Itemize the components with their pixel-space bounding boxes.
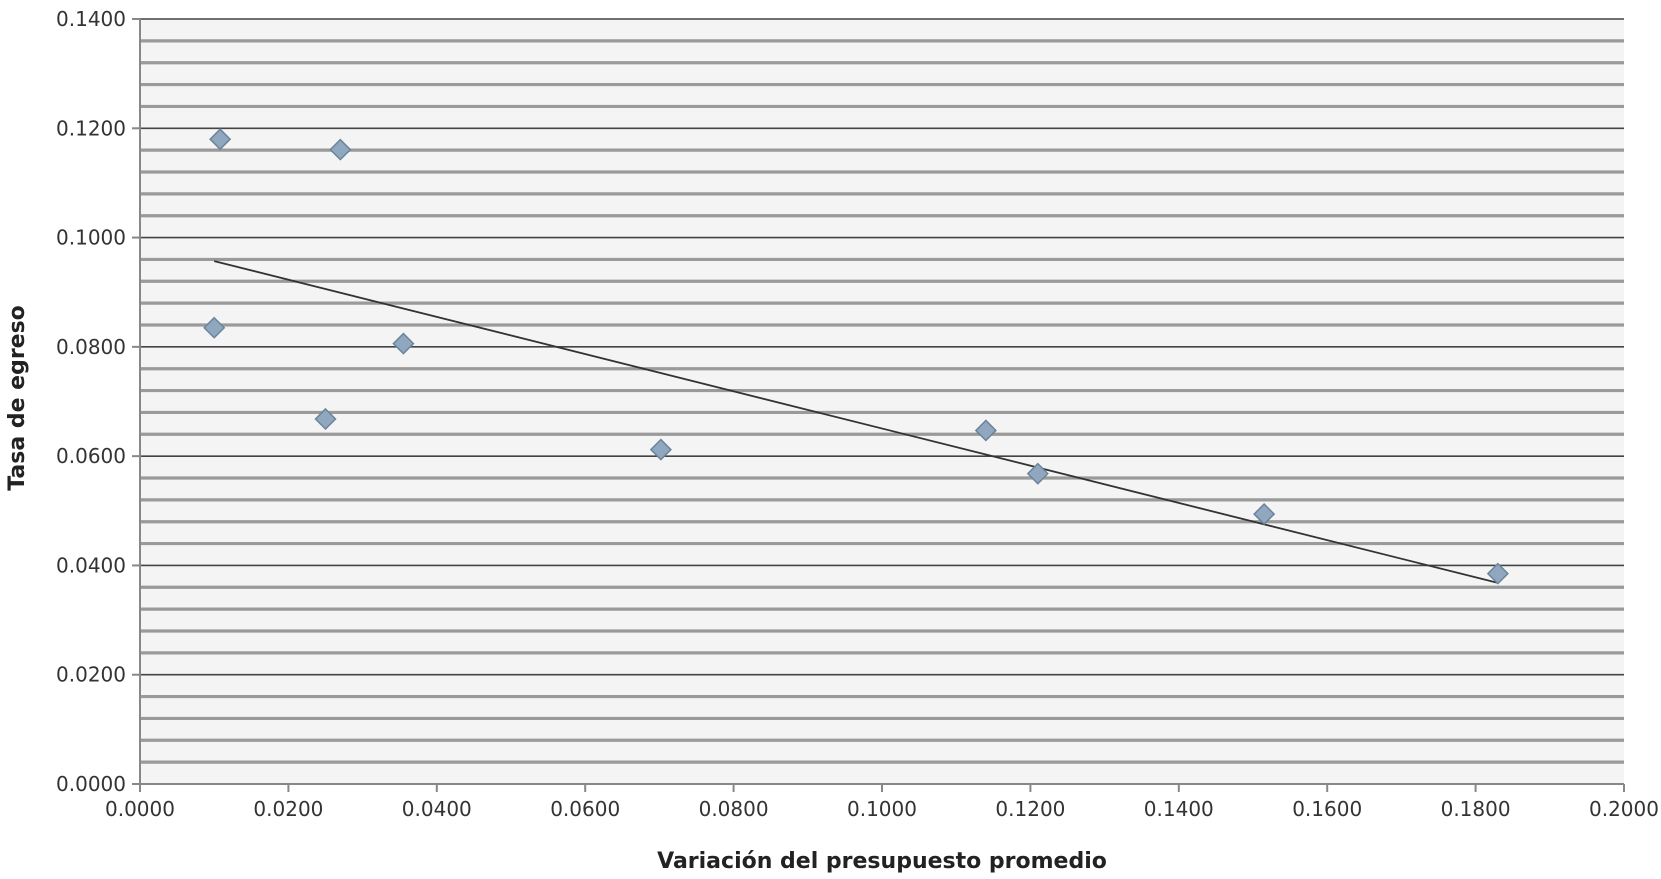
- data-point-marker: [649, 438, 672, 461]
- x-tick-label: 0.0800: [699, 797, 769, 821]
- y-axis-ticks: 0.0000 0.0200 0.0400 0.0600 0.0800 0.1000 0.12…: [56, 7, 140, 796]
- y-axis-title: Tasa de egreso: [5, 305, 30, 491]
- x-tick-label: 0.1800: [1441, 797, 1511, 821]
- y-tick-label: 0.1200: [56, 116, 126, 140]
- y-tick-label: 0.1000: [56, 226, 126, 250]
- data-point-marker: [209, 128, 232, 151]
- data-point-marker: [203, 316, 226, 339]
- x-axis-ticks: 0.0000 0.0200 0.0400 0.0600 0.0800 0.1000 0.12…: [105, 784, 1659, 821]
- y-tick-label: 0.0800: [56, 335, 126, 359]
- x-tick-label: 0.1600: [1292, 797, 1362, 821]
- x-tick-label: 0.0600: [550, 797, 620, 821]
- trendline: [213, 260, 1499, 584]
- y-tick-label: 0.0200: [56, 663, 126, 687]
- x-tick-label: 0.0400: [402, 797, 472, 821]
- x-tick-label: 0.1000: [847, 797, 917, 821]
- trendline-group: [213, 260, 1499, 584]
- data-point-marker: [1253, 503, 1276, 526]
- x-tick-label: 0.2000: [1589, 797, 1659, 821]
- gridlines: [140, 18, 1624, 785]
- data-points: [203, 128, 1509, 585]
- y-tick-label: 0.1400: [56, 7, 126, 31]
- x-tick-label: 0.1200: [995, 797, 1065, 821]
- x-tick-label: 0.1400: [1144, 797, 1214, 821]
- data-point-marker: [329, 138, 352, 161]
- x-tick-label: 0.0200: [253, 797, 323, 821]
- data-point-marker: [1486, 562, 1509, 585]
- y-tick-label: 0.0000: [56, 772, 126, 796]
- x-axis-title: Variación del presupuesto promedio: [657, 849, 1107, 874]
- y-tick-label: 0.0400: [56, 553, 126, 577]
- data-point-marker: [314, 407, 337, 431]
- plot-area-background: [140, 19, 1624, 784]
- data-point-marker: [392, 332, 415, 355]
- data-point-marker: [1026, 462, 1049, 485]
- data-point-marker: [974, 419, 997, 442]
- y-tick-label: 0.0600: [56, 444, 126, 468]
- x-tick-label: 0.0000: [105, 797, 175, 821]
- plot-background: [140, 19, 1624, 784]
